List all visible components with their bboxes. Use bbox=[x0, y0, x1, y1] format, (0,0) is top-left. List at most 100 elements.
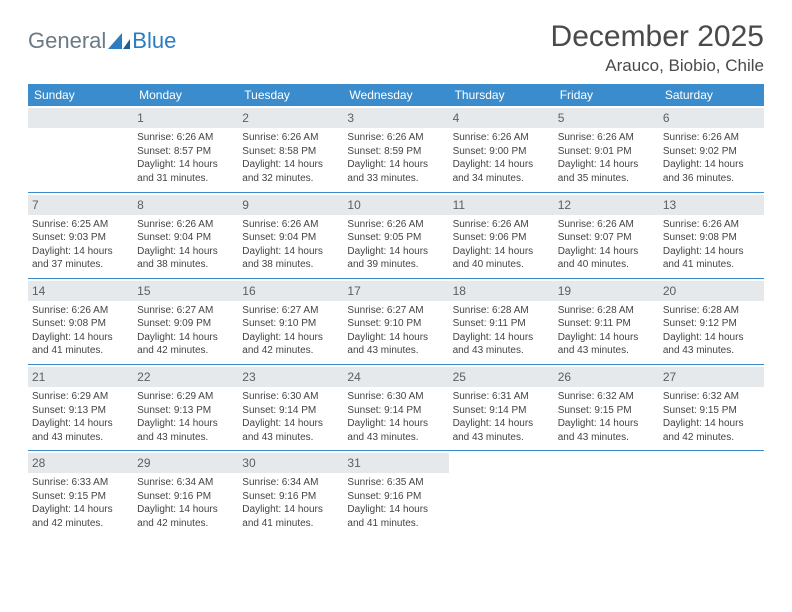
logo-text-blue: Blue bbox=[132, 28, 176, 54]
day-info-line: and 35 minutes. bbox=[558, 172, 655, 186]
header-fri: Friday bbox=[554, 84, 659, 106]
day-info-line: Sunset: 9:02 PM bbox=[663, 145, 760, 159]
day-cell: 25 Sunrise: 6:31 AMSunset: 9:14 PMDayligh… bbox=[449, 364, 554, 450]
day-number: 5 bbox=[554, 108, 659, 128]
day-cell: 19Sunrise: 6:28 AMSunset: 9:11 PMDayligh… bbox=[554, 278, 659, 364]
day-info-line: and 43 minutes. bbox=[453, 344, 550, 358]
logo-sail-icon bbox=[108, 33, 130, 49]
day-cell: 27Sunrise: 6:32 AMSunset: 9:15 PMDayligh… bbox=[659, 364, 764, 450]
day-info-line: and 40 minutes. bbox=[558, 258, 655, 272]
day-info-line: Sunrise: 6:28 AM bbox=[663, 304, 760, 318]
day-number: 3 bbox=[343, 108, 448, 128]
day-cell bbox=[449, 451, 554, 537]
day-info-line: and 43 minutes. bbox=[663, 344, 760, 358]
day-info-line: Daylight: 14 hours bbox=[347, 331, 444, 345]
day-info-line: and 41 minutes. bbox=[32, 344, 129, 358]
day-info-line: Daylight: 14 hours bbox=[347, 503, 444, 517]
day-info-line: Sunrise: 6:26 AM bbox=[558, 218, 655, 232]
day-number-empty bbox=[28, 108, 133, 128]
day-number: 28 bbox=[28, 453, 133, 473]
day-info-line: and 42 minutes. bbox=[137, 517, 234, 531]
title-block: December 2025 Arauco, Biobio, Chile bbox=[551, 20, 764, 76]
day-info-line: and 43 minutes. bbox=[32, 431, 129, 445]
day-info-line: Daylight: 14 hours bbox=[663, 158, 760, 172]
day-cell: 3 Sunrise: 6:26 AMSunset: 8:59 PMDaylight… bbox=[343, 106, 448, 192]
day-number: 8 bbox=[133, 195, 238, 215]
day-info-line: Sunrise: 6:25 AM bbox=[32, 218, 129, 232]
day-number: 14 bbox=[28, 281, 133, 301]
day-info-line: Daylight: 14 hours bbox=[32, 417, 129, 431]
day-info-line: Sunset: 9:16 PM bbox=[347, 490, 444, 504]
header-sat: Saturday bbox=[659, 84, 764, 106]
day-info-line: and 37 minutes. bbox=[32, 258, 129, 272]
day-info-line: Daylight: 14 hours bbox=[453, 417, 550, 431]
day-cell bbox=[659, 451, 764, 537]
day-cell bbox=[28, 106, 133, 192]
day-cell: 30Sunrise: 6:34 AMSunset: 9:16 PMDayligh… bbox=[238, 451, 343, 537]
day-info-line: Sunset: 9:10 PM bbox=[347, 317, 444, 331]
day-info-line: Daylight: 14 hours bbox=[32, 245, 129, 259]
day-number: 4 bbox=[449, 108, 554, 128]
day-info-line: Daylight: 14 hours bbox=[242, 417, 339, 431]
header: General Blue December 2025 Arauco, Biobi… bbox=[28, 20, 764, 76]
day-cell: 21Sunrise: 6:29 AMSunset: 9:13 PMDayligh… bbox=[28, 364, 133, 450]
day-cell: 9Sunrise: 6:26 AMSunset: 9:04 PMDaylight… bbox=[238, 192, 343, 278]
day-info-line: and 38 minutes. bbox=[137, 258, 234, 272]
day-info-line: Sunrise: 6:26 AM bbox=[453, 131, 550, 145]
day-info-line: Sunrise: 6:26 AM bbox=[347, 131, 444, 145]
calendar-table: Sunday Monday Tuesday Wednesday Thursday… bbox=[28, 84, 764, 537]
day-cell bbox=[554, 451, 659, 537]
day-info-line: Sunrise: 6:34 AM bbox=[242, 476, 339, 490]
day-info-line: Daylight: 14 hours bbox=[558, 331, 655, 345]
day-cell: 12Sunrise: 6:26 AMSunset: 9:07 PMDayligh… bbox=[554, 192, 659, 278]
week-row: 14Sunrise: 6:26 AMSunset: 9:08 PMDayligh… bbox=[28, 278, 764, 364]
day-info-line: and 39 minutes. bbox=[347, 258, 444, 272]
day-info-line: and 31 minutes. bbox=[137, 172, 234, 186]
day-info-line: Daylight: 14 hours bbox=[137, 331, 234, 345]
day-info-line: and 42 minutes. bbox=[32, 517, 129, 531]
day-number: 6 bbox=[659, 108, 764, 128]
day-info-line: Sunrise: 6:31 AM bbox=[453, 390, 550, 404]
day-info-line: Sunset: 9:14 PM bbox=[453, 404, 550, 418]
day-info-line: Sunset: 8:59 PM bbox=[347, 145, 444, 159]
day-number: 23 bbox=[238, 367, 343, 387]
day-info-line: and 32 minutes. bbox=[242, 172, 339, 186]
day-info-line: Daylight: 14 hours bbox=[347, 158, 444, 172]
day-number: 20 bbox=[659, 281, 764, 301]
header-tue: Tuesday bbox=[238, 84, 343, 106]
week-row: 1Sunrise: 6:26 AMSunset: 8:57 PMDaylight… bbox=[28, 106, 764, 192]
day-cell: 17Sunrise: 6:27 AMSunset: 9:10 PMDayligh… bbox=[343, 278, 448, 364]
day-info-line: Sunrise: 6:27 AM bbox=[242, 304, 339, 318]
day-cell: 2Sunrise: 6:26 AMSunset: 8:58 PMDaylight… bbox=[238, 106, 343, 192]
day-info-line: and 38 minutes. bbox=[242, 258, 339, 272]
day-info-line: Sunset: 9:13 PM bbox=[137, 404, 234, 418]
day-number: 25 bbox=[449, 367, 554, 387]
header-row: Sunday Monday Tuesday Wednesday Thursday… bbox=[28, 84, 764, 106]
day-info-line: Sunset: 9:09 PM bbox=[137, 317, 234, 331]
day-number: 16 bbox=[238, 281, 343, 301]
day-info-line: Sunrise: 6:26 AM bbox=[558, 131, 655, 145]
day-info-line: Sunset: 9:08 PM bbox=[663, 231, 760, 245]
day-info-line: and 43 minutes. bbox=[453, 431, 550, 445]
calendar-body: 1Sunrise: 6:26 AMSunset: 8:57 PMDaylight… bbox=[28, 106, 764, 537]
day-number: 26 bbox=[554, 367, 659, 387]
day-number: 15 bbox=[133, 281, 238, 301]
day-info-line: Sunrise: 6:29 AM bbox=[32, 390, 129, 404]
day-info-line: and 41 minutes. bbox=[242, 517, 339, 531]
day-cell: 14Sunrise: 6:26 AMSunset: 9:08 PMDayligh… bbox=[28, 278, 133, 364]
day-info-line: Sunset: 8:57 PM bbox=[137, 145, 234, 159]
day-info-line: Sunset: 9:11 PM bbox=[453, 317, 550, 331]
day-info-line: Daylight: 14 hours bbox=[137, 158, 234, 172]
day-number: 22 bbox=[133, 367, 238, 387]
header-wed: Wednesday bbox=[343, 84, 448, 106]
header-thu: Thursday bbox=[449, 84, 554, 106]
day-info-line: Sunset: 9:10 PM bbox=[242, 317, 339, 331]
day-info-line: Daylight: 14 hours bbox=[242, 245, 339, 259]
day-info-line: Daylight: 14 hours bbox=[558, 417, 655, 431]
day-cell: 23Sunrise: 6:30 AMSunset: 9:14 PMDayligh… bbox=[238, 364, 343, 450]
day-info-line: Sunset: 9:15 PM bbox=[663, 404, 760, 418]
week-row: 7Sunrise: 6:25 AMSunset: 9:03 PMDaylight… bbox=[28, 192, 764, 278]
day-cell: 18Sunrise: 6:28 AMSunset: 9:11 PMDayligh… bbox=[449, 278, 554, 364]
day-info-line: Daylight: 14 hours bbox=[453, 331, 550, 345]
day-info-line: Sunrise: 6:29 AM bbox=[137, 390, 234, 404]
